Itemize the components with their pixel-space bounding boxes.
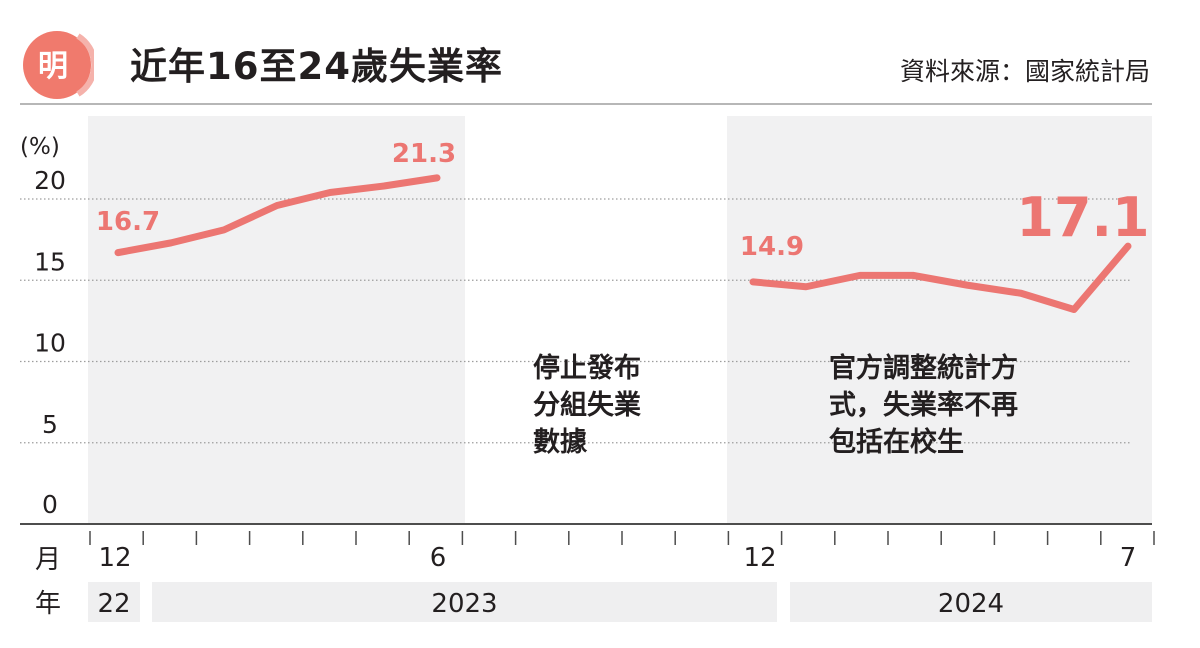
x-month-label: 6 [430, 543, 447, 573]
x-month-label: 7 [1120, 543, 1137, 573]
y-tick-label: 10 [34, 329, 66, 358]
x-year-label: 22 [97, 589, 130, 619]
x-year-row-label: 年 [35, 589, 61, 619]
x-month-label: 12 [98, 543, 131, 573]
x-year-label: 2023 [431, 589, 497, 619]
year-band [88, 582, 140, 622]
y-axis-unit: (%) [20, 134, 60, 160]
y-tick-label: 0 [42, 490, 58, 519]
data-label: 16.7 [96, 207, 160, 237]
source-note: 資料來源：國家統計局 [899, 57, 1150, 86]
annotation-text: 式，失業率不再 [829, 389, 1018, 421]
y-tick-label: 5 [42, 410, 58, 439]
shaded-band-2024 [727, 116, 1152, 524]
chart-title: 近年16至24歲失業率 [130, 45, 503, 88]
mingpao-logo: 明 [23, 31, 94, 99]
annotation-text: 包括在校生 [829, 426, 964, 458]
x-year-label: 2024 [938, 589, 1004, 619]
annotation-text: 分組失業 [533, 389, 641, 421]
data-label: 17.1 [1016, 186, 1149, 249]
x-month-label: 12 [743, 543, 776, 573]
annotation-text: 數據 [533, 427, 588, 458]
data-label: 21.3 [392, 139, 456, 169]
data-label: 14.9 [740, 232, 804, 262]
y-tick-label: 15 [34, 247, 66, 276]
shaded-band-2023 [88, 116, 465, 524]
x-month-row-label: 月 [35, 545, 61, 575]
logo-char: 明 [38, 49, 68, 84]
y-tick-label: 20 [34, 166, 66, 195]
year-band [152, 582, 777, 622]
year-band [790, 582, 1152, 622]
annotation-text: 官方調整統計方 [829, 352, 1018, 384]
annotation-text: 停止發布 [533, 352, 641, 384]
series-line-2 [749, 242, 1132, 313]
